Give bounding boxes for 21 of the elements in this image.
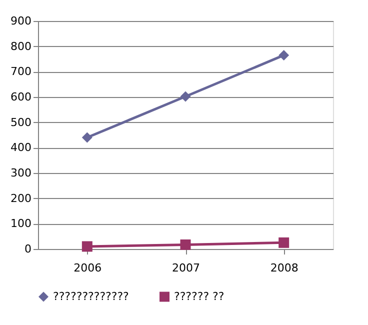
point [180,239,191,250]
x-tick-label: 2006 [74,262,102,274]
y-tick-label: 800 [10,40,32,53]
point [82,132,92,143]
y-tick-label: 400 [10,141,32,154]
y-tick-label: 600 [10,90,32,104]
y-tick-label: 300 [10,166,32,180]
point [278,50,290,60]
legend-label: ?????? ?? [174,290,224,303]
y-tick-label: 700 [10,65,32,78]
y-tick-label: 200 [10,192,32,205]
legend-label: ????????????? [53,290,130,303]
point [278,237,290,248]
x-tick-label: 2007 [172,262,200,274]
y-tick-label: 900 [10,14,32,28]
x-tick-label: 2008 [270,262,298,274]
y-tick-label: 0 [24,242,32,256]
point [180,91,191,102]
y-tick-label: 500 [10,116,32,129]
point [82,241,92,252]
y-tick-label: 100 [10,217,32,230]
